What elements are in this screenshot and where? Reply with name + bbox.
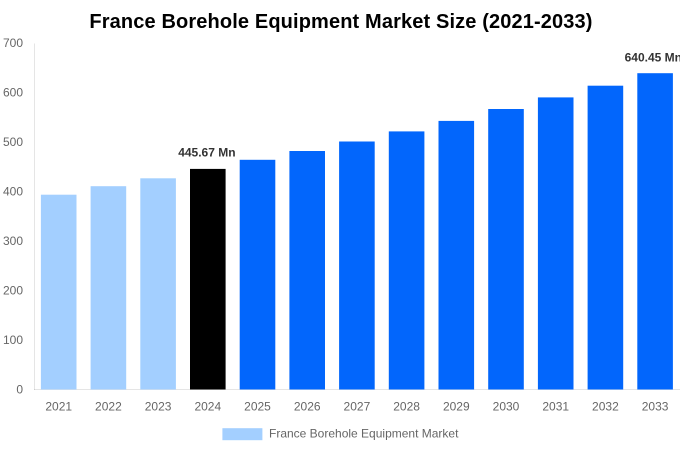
svg-text:2023: 2023	[145, 400, 172, 414]
svg-text:100: 100	[3, 333, 23, 347]
svg-text:2031: 2031	[542, 400, 569, 414]
svg-text:France Borehole Equipment Mark: France Borehole Equipment Market Size (2…	[89, 11, 592, 33]
svg-text:2021: 2021	[45, 400, 72, 414]
svg-text:300: 300	[3, 234, 23, 248]
svg-text:2027: 2027	[344, 400, 371, 414]
svg-text:France Borehole Equipment Mark: France Borehole Equipment Market	[269, 426, 459, 440]
svg-text:2028: 2028	[393, 400, 420, 414]
svg-text:200: 200	[3, 284, 23, 298]
svg-text:2024: 2024	[194, 400, 221, 414]
svg-text:700: 700	[3, 36, 23, 50]
svg-text:445.67 Mn: 445.67 Mn	[178, 145, 235, 159]
svg-text:400: 400	[3, 185, 23, 199]
svg-text:0: 0	[16, 383, 23, 397]
svg-text:600: 600	[3, 86, 23, 100]
svg-text:2025: 2025	[244, 400, 271, 414]
svg-text:2030: 2030	[493, 400, 520, 414]
svg-text:2026: 2026	[294, 400, 321, 414]
svg-text:2029: 2029	[443, 400, 470, 414]
svg-text:2032: 2032	[592, 400, 619, 414]
svg-text:2033: 2033	[642, 400, 669, 414]
svg-text:2022: 2022	[95, 400, 122, 414]
svg-text:640.45 Mn: 640.45 Mn	[625, 50, 680, 64]
svg-text:500: 500	[3, 135, 23, 149]
